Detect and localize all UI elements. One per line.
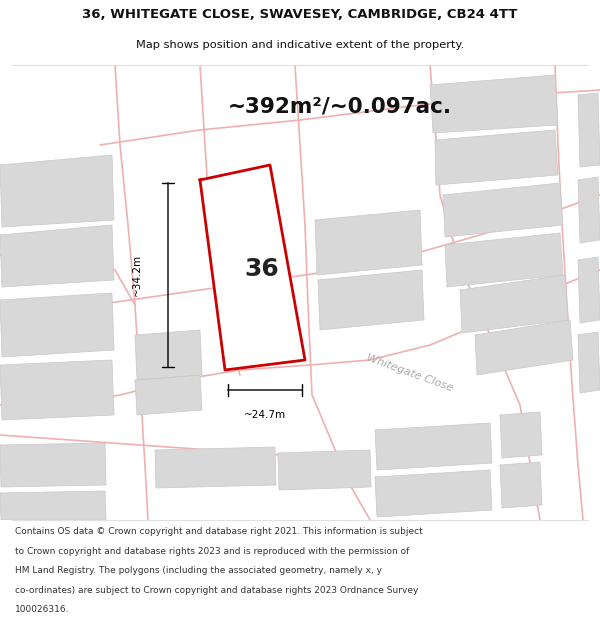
Polygon shape: [0, 491, 106, 520]
Text: co-ordinates) are subject to Crown copyright and database rights 2023 Ordnance S: co-ordinates) are subject to Crown copyr…: [15, 586, 418, 594]
Polygon shape: [0, 225, 114, 287]
Text: ~392m²/~0.097ac.: ~392m²/~0.097ac.: [228, 97, 452, 117]
Text: 36, WHITEGATE CLOSE, SWAVESEY, CAMBRIDGE, CB24 4TT: 36, WHITEGATE CLOSE, SWAVESEY, CAMBRIDGE…: [82, 8, 518, 21]
Text: Whitegate Close: Whitegate Close: [365, 352, 455, 393]
Polygon shape: [375, 423, 492, 470]
Polygon shape: [135, 375, 202, 415]
Text: ~34.2m: ~34.2m: [132, 254, 142, 296]
Text: ~24.7m: ~24.7m: [244, 410, 286, 420]
Polygon shape: [578, 93, 600, 167]
Text: Map shows position and indicative extent of the property.: Map shows position and indicative extent…: [136, 41, 464, 51]
Polygon shape: [578, 177, 600, 243]
Polygon shape: [0, 293, 114, 357]
Text: 100026316.: 100026316.: [15, 605, 70, 614]
Polygon shape: [135, 330, 202, 380]
Polygon shape: [278, 450, 371, 490]
Polygon shape: [315, 210, 422, 275]
Polygon shape: [445, 233, 563, 287]
Polygon shape: [318, 270, 424, 330]
Text: to Crown copyright and database rights 2023 and is reproduced with the permissio: to Crown copyright and database rights 2…: [15, 547, 409, 556]
Text: 36: 36: [245, 257, 280, 281]
Text: Contains OS data © Crown copyright and database right 2021. This information is : Contains OS data © Crown copyright and d…: [15, 528, 423, 536]
Polygon shape: [460, 275, 568, 333]
Polygon shape: [578, 332, 600, 393]
Polygon shape: [0, 155, 114, 227]
Polygon shape: [475, 320, 573, 375]
Polygon shape: [500, 412, 542, 458]
Polygon shape: [200, 165, 305, 370]
Polygon shape: [375, 470, 492, 517]
Polygon shape: [443, 183, 563, 237]
Polygon shape: [435, 130, 558, 185]
Polygon shape: [155, 447, 276, 488]
Polygon shape: [430, 75, 558, 133]
Polygon shape: [500, 462, 542, 508]
Polygon shape: [0, 360, 114, 420]
Polygon shape: [0, 443, 106, 487]
Polygon shape: [578, 257, 600, 323]
Text: HM Land Registry. The polygons (including the associated geometry, namely x, y: HM Land Registry. The polygons (includin…: [15, 566, 382, 575]
